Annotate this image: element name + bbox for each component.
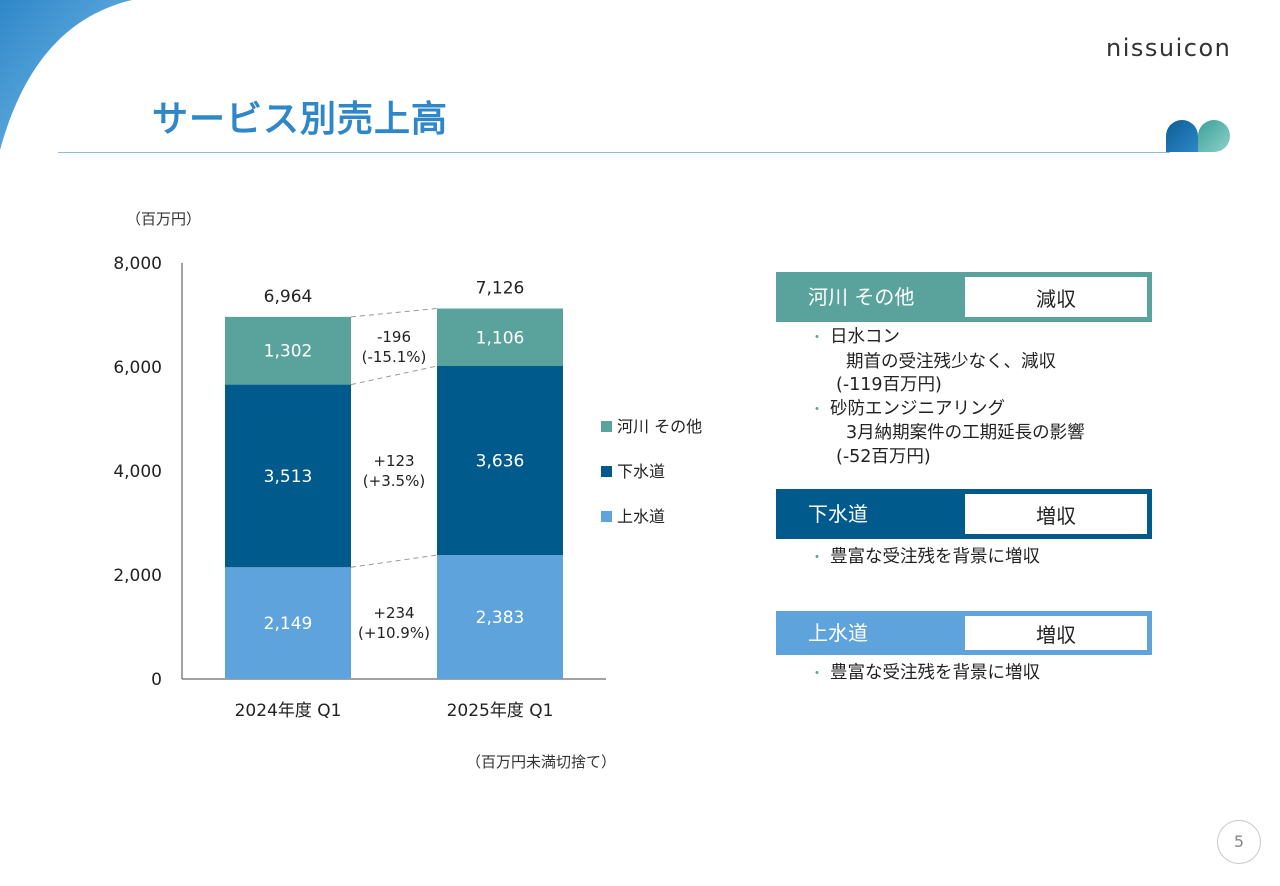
note-text: 日水コン bbox=[830, 327, 900, 347]
segment-notes: ・日水コン 期首の受注残少なく、減収 (-119百万円) ・砂防エンジニアリング 3月納… bbox=[810, 326, 1085, 469]
total-label: 6,964 bbox=[264, 287, 313, 307]
legend-swatch bbox=[601, 466, 612, 477]
bar-segment bbox=[225, 567, 351, 679]
data-label: 3,636 bbox=[476, 452, 525, 472]
note-text: (-52百万円) bbox=[836, 446, 931, 467]
note-line: (-52百万円) bbox=[810, 446, 1085, 470]
change-pct-label: (+10.9%) bbox=[358, 624, 430, 642]
change-label: +123 bbox=[373, 452, 414, 470]
y-tick-label: 2,000 bbox=[113, 566, 162, 586]
segment-header: 河川 その他 減収 bbox=[776, 272, 1152, 322]
y-tick-label: 0 bbox=[151, 670, 162, 690]
legend-swatch bbox=[601, 511, 612, 522]
note-text: 期首の受注残少なく、減収 bbox=[846, 351, 1056, 372]
total-label: 7,126 bbox=[476, 279, 525, 299]
data-label: 3,513 bbox=[264, 467, 313, 487]
bullet-icon: ・ bbox=[810, 401, 824, 418]
segment-status: 増収 bbox=[965, 616, 1147, 650]
footnote: （百万円未満切捨て） bbox=[466, 753, 616, 771]
note-text: (-119百万円) bbox=[836, 375, 942, 395]
connector-line bbox=[350, 554, 438, 568]
y-tick-label: 6,000 bbox=[113, 358, 162, 378]
x-tick-label: 2024年度 Q1 bbox=[235, 701, 342, 721]
segment-name: 河川 その他 bbox=[808, 285, 915, 309]
connector-line bbox=[350, 365, 438, 386]
corner-decoration bbox=[0, 0, 132, 150]
y-tick-label: 4,000 bbox=[113, 462, 162, 482]
note-text: 3月納期案件の工期延長の影響 bbox=[846, 423, 1085, 443]
note-line: 期首の受注残少なく、減収 bbox=[810, 351, 1085, 375]
segment-notes: ・豊富な受注残を背景に増収 bbox=[810, 662, 1040, 687]
segment-name: 上水道 bbox=[808, 621, 868, 645]
note-text: 豊富な受注残を背景に増収 bbox=[830, 663, 1040, 683]
note-line: ・豊富な受注残を背景に増収 bbox=[810, 546, 1040, 571]
legend-label: 河川 その他 bbox=[617, 417, 702, 436]
data-label: 2,149 bbox=[264, 614, 313, 634]
data-label: 1,106 bbox=[476, 328, 525, 348]
connector-line bbox=[350, 308, 438, 318]
note-line: ・砂防エンジニアリング bbox=[810, 398, 1085, 423]
sales-by-service-chart: （百万円） （百万円未満切捨て） 0 2,000 4,000 6,000 8,000 2… bbox=[113, 210, 702, 771]
note-text: 豊富な受注残を背景に増収 bbox=[830, 547, 1040, 567]
bar-segment bbox=[225, 384, 351, 568]
brand-logo: nissuicon bbox=[1106, 34, 1232, 62]
brand-mark-icon bbox=[1166, 120, 1230, 152]
unit-label: （百万円） bbox=[126, 210, 201, 228]
title-divider bbox=[58, 152, 1170, 153]
bar-segment bbox=[225, 316, 351, 385]
bullet-icon: ・ bbox=[810, 550, 824, 566]
change-pct-label: (+3.5%) bbox=[363, 472, 425, 490]
bar-segment bbox=[437, 555, 563, 679]
legend-swatch bbox=[601, 421, 612, 432]
page-number: 5 bbox=[1217, 820, 1261, 864]
bar-segment bbox=[437, 308, 563, 367]
note-line: ・豊富な受注残を背景に増収 bbox=[810, 662, 1040, 687]
segment-status: 増収 bbox=[965, 494, 1147, 534]
bar-segment bbox=[437, 366, 563, 556]
page-title: サービス別売上高 bbox=[152, 98, 449, 140]
data-label: 1,302 bbox=[264, 342, 313, 362]
bullet-icon: ・ bbox=[810, 666, 824, 682]
legend-label: 下水道 bbox=[617, 462, 665, 481]
segment-header: 下水道 増収 bbox=[776, 489, 1152, 539]
change-label: +234 bbox=[373, 604, 414, 622]
note-line: 3月納期案件の工期延長の影響 bbox=[810, 422, 1085, 446]
legend-label: 上水道 bbox=[617, 507, 665, 526]
segment-name: 下水道 bbox=[808, 502, 868, 526]
change-label: -196 bbox=[377, 328, 411, 346]
segment-status: 減収 bbox=[965, 277, 1147, 317]
data-label: 2,383 bbox=[476, 608, 525, 628]
x-tick-label: 2025年度 Q1 bbox=[447, 701, 554, 721]
bullet-icon: ・ bbox=[810, 330, 824, 346]
note-line: (-119百万円) bbox=[810, 374, 1085, 398]
y-tick-label: 8,000 bbox=[113, 254, 162, 274]
segment-header: 上水道 増収 bbox=[776, 611, 1152, 655]
segment-notes: ・豊富な受注残を背景に増収 bbox=[810, 546, 1040, 571]
change-pct-label: (-15.1%) bbox=[362, 348, 427, 366]
note-text: 砂防エンジニアリング bbox=[830, 398, 1005, 419]
note-line: ・日水コン bbox=[810, 326, 1085, 351]
